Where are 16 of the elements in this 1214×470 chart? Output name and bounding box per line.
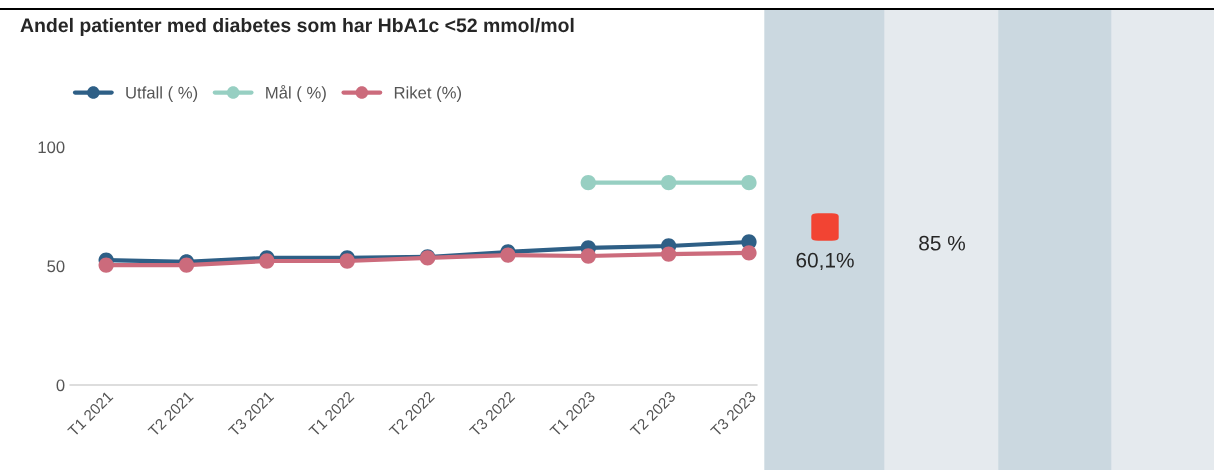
point (580, 175, 596, 191)
y-tick-label: 100 (38, 141, 65, 154)
y-tick-label: 50 (47, 260, 65, 273)
point (660, 175, 677, 191)
point (741, 175, 757, 191)
point (580, 248, 596, 264)
legend-label: Riket (%) (394, 86, 462, 102)
text: 85 % (919, 235, 965, 251)
point (660, 246, 677, 262)
y-tick-label: 0 (56, 379, 65, 392)
chart-title: Andel patienter med diabetes som har HbA1c <52 mmol/mol (20, 17, 574, 37)
point (741, 245, 757, 261)
text: 60,1% (796, 252, 854, 271)
legend-label: Utfall ( %) (126, 86, 198, 102)
point (98, 257, 114, 273)
legend-label: Mål ( %) (266, 84, 326, 102)
